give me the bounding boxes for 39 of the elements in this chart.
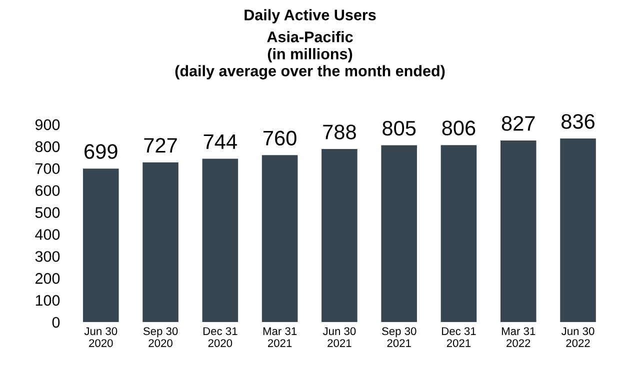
x-tick-label: Mar 31 2022 — [502, 327, 536, 348]
x-tick-label: Jun 30 2020 — [84, 327, 118, 348]
x-tick-label: Mar 31 2021 — [263, 327, 297, 348]
bar — [500, 140, 536, 322]
bar — [381, 145, 417, 322]
data-label: 836 — [562, 114, 594, 129]
bar — [82, 168, 119, 322]
y-tick-label: 100 — [36, 294, 60, 306]
x-tick-label: Sep 30 2020 — [143, 327, 178, 348]
x-tick-label: Dec 31 2020 — [203, 327, 238, 348]
y-tick-label: 600 — [36, 185, 60, 196]
bar — [560, 138, 596, 322]
bar — [322, 149, 358, 322]
data-label: 827 — [502, 116, 535, 131]
y-tick-label: 700 — [36, 163, 60, 174]
data-label: 760 — [264, 130, 296, 146]
chart-subtitle: Asia-Pacific (in millions) (daily average over the month ended) — [175, 31, 445, 80]
chart-title: Daily Active Users — [244, 9, 376, 24]
x-tick-label: Jun 30 2021 — [322, 327, 356, 348]
data-label: 744 — [204, 134, 237, 149]
y-tick-label: 200 — [36, 273, 60, 284]
bar — [142, 162, 178, 322]
y-tick-label: 0 — [52, 316, 60, 328]
data-label: 805 — [382, 120, 416, 136]
data-label: 727 — [144, 138, 177, 153]
y-tick-label: 300 — [35, 251, 60, 262]
y-tick-label: 800 — [35, 141, 60, 152]
y-tick-label: 900 — [35, 119, 60, 130]
y-tick-label: 400 — [35, 229, 60, 240]
x-tick-label: Sep 30 2021 — [382, 327, 416, 348]
data-label: 699 — [84, 144, 118, 159]
bar — [202, 158, 238, 322]
x-tick-label: Jun 30 2022 — [562, 327, 594, 348]
data-label: 806 — [442, 120, 476, 136]
data-label: 788 — [323, 124, 356, 140]
y-tick-label: 500 — [35, 207, 60, 218]
x-tick-label: Dec 31 2021 — [442, 327, 476, 348]
bar — [440, 145, 477, 322]
bar — [262, 155, 298, 322]
